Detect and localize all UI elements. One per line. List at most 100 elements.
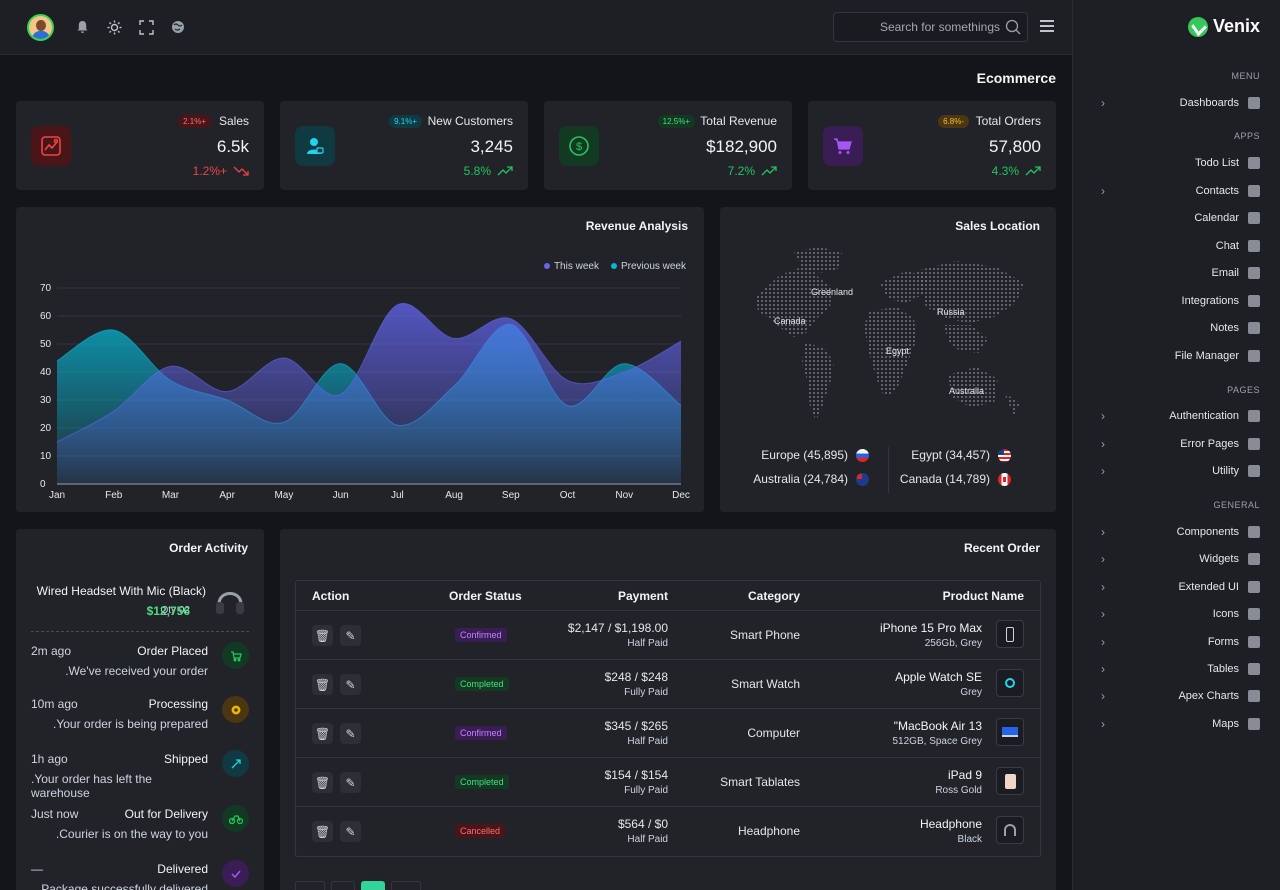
fullscreen-icon[interactable] xyxy=(137,18,155,36)
icons-icon xyxy=(1248,608,1260,620)
edit-icon[interactable]: ✎ xyxy=(340,723,361,744)
edit-icon[interactable]: ✎ xyxy=(340,821,361,842)
region-canada: Canada (14,789) xyxy=(900,472,1011,486)
stat-delta: 1.2%+ xyxy=(193,164,249,178)
laptop-thumbnail[interactable] xyxy=(996,718,1024,746)
phone-thumbnail[interactable] xyxy=(996,620,1024,648)
sidebar-item-notes[interactable]: Notes xyxy=(1093,318,1260,338)
sidebar-item-dashboards[interactable]: › Dashboards xyxy=(1093,93,1260,113)
check-icon xyxy=(222,860,249,887)
x-tick-label: Feb xyxy=(105,490,123,501)
map-label-greenland: Greenland xyxy=(811,287,853,297)
sidebar-item-calendar[interactable]: Calendar xyxy=(1093,208,1260,228)
sidebar-item-integrations[interactable]: Integrations xyxy=(1093,291,1260,311)
col-order-status: Order Status xyxy=(449,589,522,603)
sidebar-item-contacts[interactable]: › Contacts xyxy=(1093,181,1260,201)
sidebar-item-tables[interactable]: › Tables xyxy=(1093,659,1260,679)
sidebar-item-error-pages[interactable]: › Error Pages xyxy=(1093,434,1260,454)
payment-status: Half Paid xyxy=(627,736,668,747)
activity-time: — xyxy=(31,862,43,876)
product-name: "MacBook Air 13 xyxy=(893,719,982,733)
legend-this-week[interactable]: This week xyxy=(543,261,599,272)
page-button-active[interactable] xyxy=(361,881,385,890)
delete-icon[interactable]: 🗑 xyxy=(312,674,333,695)
folder-icon xyxy=(1248,350,1260,362)
user-icon xyxy=(295,126,335,166)
payment-amount: $248 / $248 xyxy=(604,670,668,684)
activity-title: Shipped xyxy=(163,752,208,766)
globe-icon[interactable] xyxy=(169,18,187,36)
page-next-button[interactable] xyxy=(391,881,421,890)
section-apps: APPS xyxy=(1233,131,1260,141)
status-badge: Confirmed xyxy=(455,726,507,740)
sidebar-item-email[interactable]: Email xyxy=(1093,263,1260,283)
delete-icon[interactable]: 🗑 xyxy=(312,772,333,793)
menu-toggle-icon[interactable] xyxy=(1040,20,1054,35)
user-avatar[interactable] xyxy=(27,14,54,41)
send-icon xyxy=(1248,438,1260,450)
stat-label: Sales xyxy=(218,114,249,128)
sidebar-item-forms[interactable]: › Forms xyxy=(1093,632,1260,652)
sidebar-item-maps[interactable]: › Maps xyxy=(1093,714,1260,734)
sidebar-item-chat[interactable]: Chat xyxy=(1093,236,1260,256)
section-menu: MENU xyxy=(1231,71,1260,81)
table-header: Action Order Status Payment Category Pro… xyxy=(296,581,1040,611)
stat-delta: 7.2% xyxy=(728,164,777,178)
search-input[interactable] xyxy=(840,19,1000,35)
map-label-canada: Canada xyxy=(774,316,806,326)
search-icon[interactable] xyxy=(1005,19,1021,38)
cart-icon xyxy=(823,126,863,166)
payment-status: Fully Paid xyxy=(624,785,668,796)
sidebar-item-components[interactable]: › Components xyxy=(1093,522,1260,542)
payment-amount: $345 / $265 xyxy=(604,719,668,733)
tablet-thumbnail[interactable] xyxy=(996,767,1024,795)
x-tick-label: Sep xyxy=(502,490,520,501)
payment-status: Fully Paid xyxy=(624,687,668,698)
activity-desc: .Your order is being prepared xyxy=(53,717,208,731)
sidebar-item-extended-ui[interactable]: › Extended UI xyxy=(1093,577,1260,597)
table-row: 🗑 ✎ Confirmed $2,147 / $1,198.00 Half Pa… xyxy=(296,611,1040,660)
chevron-right-icon: › xyxy=(1101,409,1105,423)
delete-icon[interactable]: 🗑 xyxy=(312,821,333,842)
brand-logo[interactable]: Venix xyxy=(1187,16,1260,37)
delete-icon[interactable]: 🗑 xyxy=(312,723,333,744)
watch-thumbnail[interactable] xyxy=(996,669,1024,697)
edit-icon[interactable]: ✎ xyxy=(340,674,361,695)
sidebar-item-apex-charts[interactable]: › Apex Charts xyxy=(1093,686,1260,706)
sidebar-item-file-manager[interactable]: File Manager xyxy=(1093,346,1260,366)
notification-bell-icon[interactable] xyxy=(73,18,91,36)
sidebar-item-icons[interactable]: › Icons xyxy=(1093,604,1260,624)
search-box[interactable] xyxy=(833,12,1028,42)
trend-up-icon xyxy=(497,166,513,176)
svg-text:$: $ xyxy=(576,141,582,153)
legend-previous-week[interactable]: Previous week xyxy=(610,261,686,272)
y-tick-label: 60 xyxy=(40,311,52,322)
dashboard-icon xyxy=(1248,97,1260,109)
sidebar-item-widgets[interactable]: › Widgets xyxy=(1093,549,1260,569)
brand-name: Venix xyxy=(1212,16,1260,36)
sidebar-item-utility[interactable]: › Utility xyxy=(1093,461,1260,481)
recent-order-card: Recent Order Action Order Status Payment… xyxy=(280,529,1056,890)
headphone-thumbnail[interactable] xyxy=(996,816,1024,844)
y-tick-label: 50 xyxy=(40,339,52,350)
calendar-icon xyxy=(1248,212,1260,224)
edit-icon[interactable]: ✎ xyxy=(340,625,361,646)
page-prev-button[interactable] xyxy=(295,881,325,890)
dollar-icon: $ xyxy=(559,126,599,166)
sun-icon[interactable] xyxy=(105,18,123,36)
activity-time: Just now xyxy=(31,807,79,821)
page-button[interactable] xyxy=(331,881,355,890)
x-tick-label: Oct xyxy=(560,490,576,501)
product-variant: Grey xyxy=(960,687,982,698)
components-icon xyxy=(1248,526,1260,538)
product-name: Apple Watch SE xyxy=(895,670,982,684)
chevron-right-icon: › xyxy=(1101,689,1105,703)
delete-icon[interactable]: 🗑 xyxy=(312,625,333,646)
edit-icon[interactable]: ✎ xyxy=(340,772,361,793)
stat-card-revenue: $ 12.5%+ Total Revenue $182,900 7.2% xyxy=(544,101,792,190)
chevron-right-icon: › xyxy=(1101,437,1105,451)
stat-delta: 4.3% xyxy=(992,164,1041,178)
sidebar-item-authentication[interactable]: › Authentication xyxy=(1093,406,1260,426)
orders-table: Action Order Status Payment Category Pro… xyxy=(295,580,1041,857)
sidebar-item-todo-list[interactable]: Todo List xyxy=(1093,153,1260,173)
